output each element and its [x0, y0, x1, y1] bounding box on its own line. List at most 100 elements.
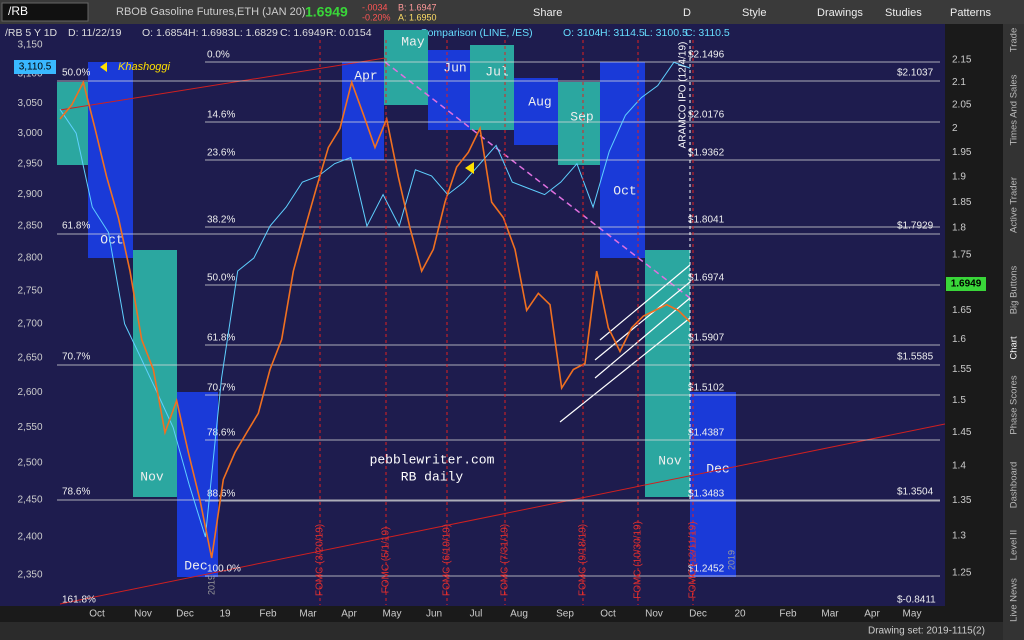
- fib-price: $2.1496: [688, 50, 725, 61]
- month-box: [690, 392, 736, 577]
- watermark: pebblewriter.com: [370, 452, 495, 467]
- year-mark: 2019: [206, 575, 216, 595]
- fib-pct: 23.6%: [207, 148, 235, 159]
- fib-price: $1.2452: [688, 564, 725, 575]
- toolbar-button[interactable]: Patterns: [950, 7, 991, 19]
- fib-price: $1.7929: [897, 221, 934, 232]
- right-tick-label: 2.15: [952, 55, 972, 66]
- month-box: [384, 30, 428, 105]
- trend-line: [59, 423, 946, 605]
- fib-pct: 14.6%: [207, 110, 235, 121]
- left-tick-label: 2,800: [17, 253, 42, 264]
- legend-item: C: 3110.5: [685, 27, 730, 39]
- side-tab[interactable]: Times And Sales: [1009, 74, 1020, 145]
- side-tab[interactable]: Live News: [1009, 578, 1020, 622]
- right-tick-label: 1.55: [952, 364, 972, 375]
- left-tick-label: 3,100: [17, 69, 42, 80]
- left-tick-label: 2,550: [17, 422, 42, 433]
- right-tick-label: 1.65: [952, 305, 972, 316]
- event-label: FOMC (5/1/19): [381, 527, 392, 594]
- right-tick-label: 1.5: [952, 395, 966, 406]
- fib-pct: 50.0%: [62, 68, 90, 79]
- month-label: Oct: [613, 183, 636, 198]
- right-tick-label: 1.75: [952, 249, 972, 260]
- event-label: FOMC (10/30/19): [633, 521, 644, 599]
- fib-price: $2.0176: [688, 110, 725, 121]
- left-tick-label: 2,850: [17, 221, 42, 232]
- x-tick-label: Dec: [689, 609, 707, 620]
- left-tick-label: 2,450: [17, 494, 42, 505]
- left-tick-label: 2,500: [17, 458, 42, 469]
- right-axis: [945, 24, 1003, 622]
- event-label: ARAMCO IPO (12/4/19): [678, 42, 689, 149]
- x-tick-label: Dec: [176, 609, 194, 620]
- toolbar-button[interactable]: Style: [742, 7, 766, 19]
- side-tab[interactable]: Big Buttons: [1009, 265, 1020, 314]
- x-tick-label: Oct: [600, 609, 616, 620]
- fib-price: $1.4387: [688, 428, 725, 439]
- x-tick-label: Mar: [299, 609, 317, 620]
- x-tick-label: 19: [219, 609, 231, 620]
- right-tick-label: 2.1: [952, 77, 966, 88]
- left-tick-label: 2,750: [17, 285, 42, 296]
- month-box: [177, 392, 218, 577]
- right-last: 1.6949: [951, 279, 982, 290]
- month-label: Apr: [354, 68, 377, 83]
- fib-pct: 100.0%: [207, 564, 241, 575]
- x-tick-label: Feb: [259, 609, 277, 620]
- legend-item: H: 3114.5: [600, 27, 645, 39]
- x-tick-label: Jun: [426, 609, 442, 620]
- month-box: [57, 82, 88, 165]
- fib-pct: 70.7%: [62, 352, 90, 363]
- fib-pct: 70.7%: [207, 383, 235, 394]
- toolbar-button[interactable]: Studies: [885, 7, 922, 19]
- month-box: [514, 78, 558, 145]
- side-tab[interactable]: Level II: [1009, 530, 1020, 561]
- right-tick-label: 2.05: [952, 100, 972, 111]
- right-tick-label: 1.85: [952, 197, 972, 208]
- legend-item: O: 1.6854: [142, 27, 188, 39]
- fib-pct: 61.8%: [207, 333, 235, 344]
- side-tab[interactable]: Dashboard: [1009, 462, 1020, 508]
- toolbar-button[interactable]: D: [683, 7, 691, 19]
- fib-pct: 61.8%: [62, 221, 90, 232]
- side-tab[interactable]: Active Trader: [1009, 177, 1020, 233]
- event-label: FOMC (3/20/19): [315, 524, 326, 596]
- left-tick-label: 3,150: [17, 40, 42, 51]
- right-tick-label: 1.4: [952, 460, 966, 471]
- event-label: FOMC (12/11/19): [688, 521, 699, 598]
- status-bar: [0, 622, 1003, 640]
- toolbar-button[interactable]: Share: [533, 7, 562, 19]
- month-label: Aug: [528, 94, 551, 109]
- side-tab[interactable]: Phase Scores: [1009, 375, 1020, 434]
- month-box: [133, 250, 177, 497]
- left-tick-label: 2,950: [17, 158, 42, 169]
- channel-line: [594, 281, 691, 361]
- change: -.0034: [362, 2, 388, 12]
- fib-pct: 50.0%: [207, 273, 235, 284]
- legend-item: C: 1.6949: [280, 27, 326, 39]
- annotation: Khashoggi: [118, 61, 171, 73]
- price-tag: [14, 60, 56, 74]
- toolbar-button[interactable]: Drawings: [817, 7, 863, 19]
- comparison-line: [59, 61, 691, 538]
- month-label: Sep: [570, 109, 593, 124]
- fib-price: $1.9362: [688, 148, 725, 159]
- fib-pct: 0.0%: [207, 50, 230, 61]
- x-tick-label: May: [383, 609, 402, 620]
- left-tick-label: 2,700: [17, 318, 42, 329]
- side-tab[interactable]: Trade: [1009, 28, 1020, 52]
- left-tick-label: 2,600: [17, 387, 42, 398]
- left-tick-label: 2,400: [17, 532, 42, 543]
- fib-price: $1.8041: [688, 215, 725, 226]
- side-bar: [1003, 24, 1024, 640]
- channel-line: [559, 317, 691, 423]
- side-tab[interactable]: Chart: [1009, 336, 1020, 360]
- status: Drawing set: 2019-1115(2): [868, 626, 985, 637]
- left-tick-label: 2,650: [17, 352, 42, 363]
- x-tick-label: Jul: [470, 609, 483, 620]
- x-tick-label: Aug: [510, 609, 528, 620]
- fib-pct: 38.2%: [207, 215, 235, 226]
- symbol-box[interactable]: [1, 2, 89, 22]
